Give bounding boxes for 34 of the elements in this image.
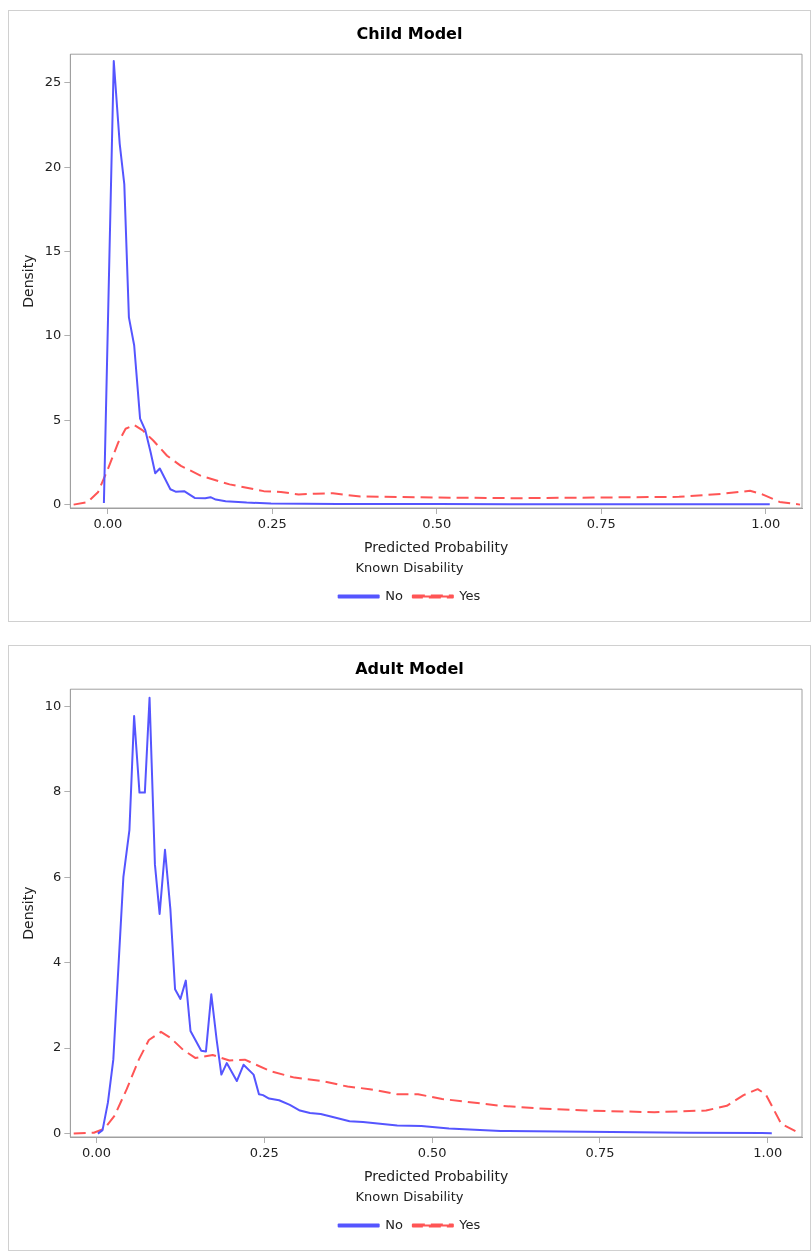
legend-label: No <box>385 1216 403 1232</box>
x-tick-label: 0.75 <box>586 516 616 532</box>
x-tick-label: 0.50 <box>417 1145 447 1161</box>
y-tick-label: 0 <box>53 496 62 511</box>
y-tick-label: 10 <box>44 327 62 343</box>
x-tick-label: 0.25 <box>249 1145 279 1161</box>
y-axis-title: Density <box>20 886 37 940</box>
x-tick-label: 0.00 <box>82 1145 111 1161</box>
y-tick-label: 5 <box>53 411 62 427</box>
y-axis-title: Density <box>20 254 37 308</box>
legend-label: No <box>385 587 403 603</box>
x-tick-label: 0.75 <box>585 1145 615 1161</box>
legend-label: Yes <box>458 1216 481 1232</box>
y-tick-label: 0 <box>53 1124 62 1140</box>
chart-title: Adult Model <box>355 658 464 678</box>
x-tick-label: 0.00 <box>93 516 123 532</box>
legend-title: Known Disability <box>355 560 464 576</box>
y-tick-label: 2 <box>53 1039 62 1055</box>
x-tick-label: 1.00 <box>751 516 781 532</box>
legend-label: Yes <box>458 587 481 603</box>
y-tick-label: 20 <box>44 158 62 174</box>
x-tick-label: 1.00 <box>753 1145 783 1161</box>
legend-title: Known Disability <box>355 1189 464 1205</box>
y-tick-label: 25 <box>44 74 62 90</box>
x-tick-label: 0.25 <box>257 516 287 532</box>
chart-title: Child Model <box>356 23 463 43</box>
y-tick-label: 15 <box>44 242 62 258</box>
y-tick-label: 8 <box>53 783 62 799</box>
y-tick-label: 6 <box>53 868 62 884</box>
y-tick-label: 10 <box>44 697 62 713</box>
x-axis-title: Predicted Probability <box>364 538 509 555</box>
y-tick-label: 4 <box>53 954 62 970</box>
x-axis-title: Predicted Probability <box>364 1167 509 1184</box>
x-tick-label: 0.50 <box>422 516 452 532</box>
